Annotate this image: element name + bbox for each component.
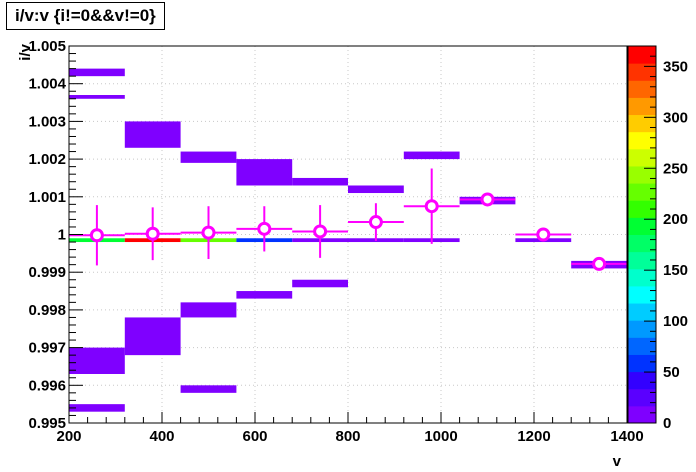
palette-color-band [628,268,656,287]
palette-color-band [628,80,656,98]
palette-color-band [628,354,656,373]
palette-color-band [628,303,656,321]
x-tick-label: 200 [56,428,81,445]
palette-color-band [628,148,656,167]
palette-color-band [628,234,656,253]
profile-point [592,256,607,271]
palette-color-band [628,405,656,424]
palette-color-band [628,183,656,201]
x-tick-label: 800 [335,428,360,445]
palette-color-band [628,131,656,150]
palette-color-band [628,46,656,64]
x-tick-label: 400 [149,428,174,445]
profile-point [368,215,383,230]
y-tick-label: 1 [58,227,66,244]
heatmap-cell [292,177,348,186]
palette-color-band [628,63,656,81]
palette-tick-label: 350 [663,58,688,75]
profile-point [536,227,551,242]
y-tick-label: 1.004 [28,76,66,93]
heatmap-cell [236,159,293,186]
profile-point [89,228,104,243]
palette-color-band [628,165,656,184]
y-tick-label: 1.001 [28,189,66,206]
heatmap-cell [348,185,404,194]
palette-tick-label: 200 [663,211,688,228]
palette-tick-label: 0 [663,415,671,432]
palette-color-band [628,337,656,355]
heatmap-cell [69,95,125,99]
y-tick-label: 1.005 [28,38,66,55]
x-tick-label: 600 [242,428,267,445]
y-tick-label: 1.002 [28,151,66,168]
profile-point [480,192,495,207]
palette-tick-label: 250 [663,160,688,177]
palette-color-band [628,200,656,218]
heatmap-cell [180,151,237,163]
palette-color-band [628,285,656,304]
heatmap-cell [403,151,460,160]
y-tick-label: 0.995 [28,415,66,432]
profile-point [313,224,328,239]
palette-tick-label: 100 [663,313,688,330]
palette-color-band [628,97,656,116]
profile-point [145,226,160,241]
x-tick-label: 1400 [610,428,643,445]
profile-point [257,221,272,236]
y-tick-label: 0.999 [28,264,66,281]
palette-color-band [628,388,656,407]
y-tick-label: 0.996 [28,377,66,394]
heatmap-cell [69,404,125,412]
y-tick-label: 1.003 [28,113,66,130]
x-tick-label: 1000 [424,428,457,445]
y-tick-label: 0.998 [28,302,66,319]
color-palette: 0 50 100 150 200 250 300 350 [627,45,688,432]
heatmap-cell [236,291,293,299]
x-axis-label: v [613,453,622,470]
palette-color-band [628,217,656,235]
x-tick-label: 1200 [517,428,550,445]
palette-color-band [628,320,656,338]
palette-tick-label: 300 [663,109,688,126]
heatmap-cell [69,347,125,374]
heatmap-cell [124,317,181,356]
palette-color-band [628,114,656,133]
palette-color-band [628,371,656,390]
palette-frame [627,45,657,424]
y-axis-label: i/v [17,43,34,60]
y-tick-label: 0.997 [28,340,66,357]
chart-title: i/v:v {i!=0&&v!=0} [6,2,165,30]
palette-color-band [628,251,656,270]
profile-point [424,199,439,214]
palette-tick-label: 150 [663,262,688,279]
heatmap-cell [69,68,125,77]
profile-point [201,225,216,240]
heatmap-cells [69,68,627,412]
palette-tick-label: 50 [663,364,680,381]
heatmap-cell [124,121,181,148]
heatmap-cell [292,279,348,288]
profile-points [69,168,627,271]
heatmap-cell [180,385,237,393]
heatmap-cell [180,302,237,318]
axis-ticks: 200 400 600 800 1000 1200 1400 0.995 0.996 0.997 0… [28,38,643,445]
